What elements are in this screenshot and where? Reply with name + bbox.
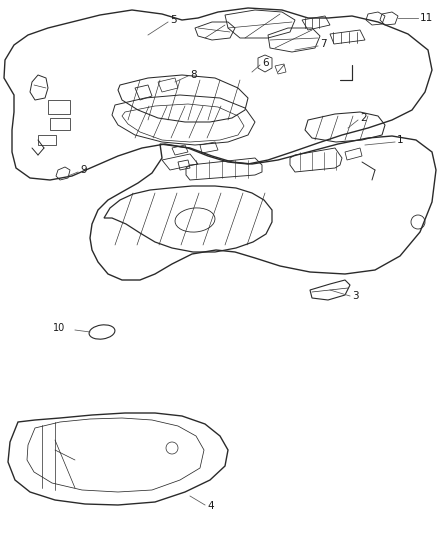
Text: 7: 7 — [320, 39, 327, 49]
Text: 9: 9 — [80, 165, 87, 175]
Text: 6: 6 — [262, 58, 268, 68]
Text: 8: 8 — [190, 70, 197, 80]
Text: 5: 5 — [170, 15, 177, 25]
Text: 11: 11 — [420, 13, 433, 23]
Text: 2: 2 — [360, 113, 367, 123]
Text: 3: 3 — [352, 291, 359, 301]
Text: 1: 1 — [397, 135, 404, 145]
Text: 4: 4 — [207, 501, 214, 511]
Text: 10: 10 — [53, 323, 65, 333]
